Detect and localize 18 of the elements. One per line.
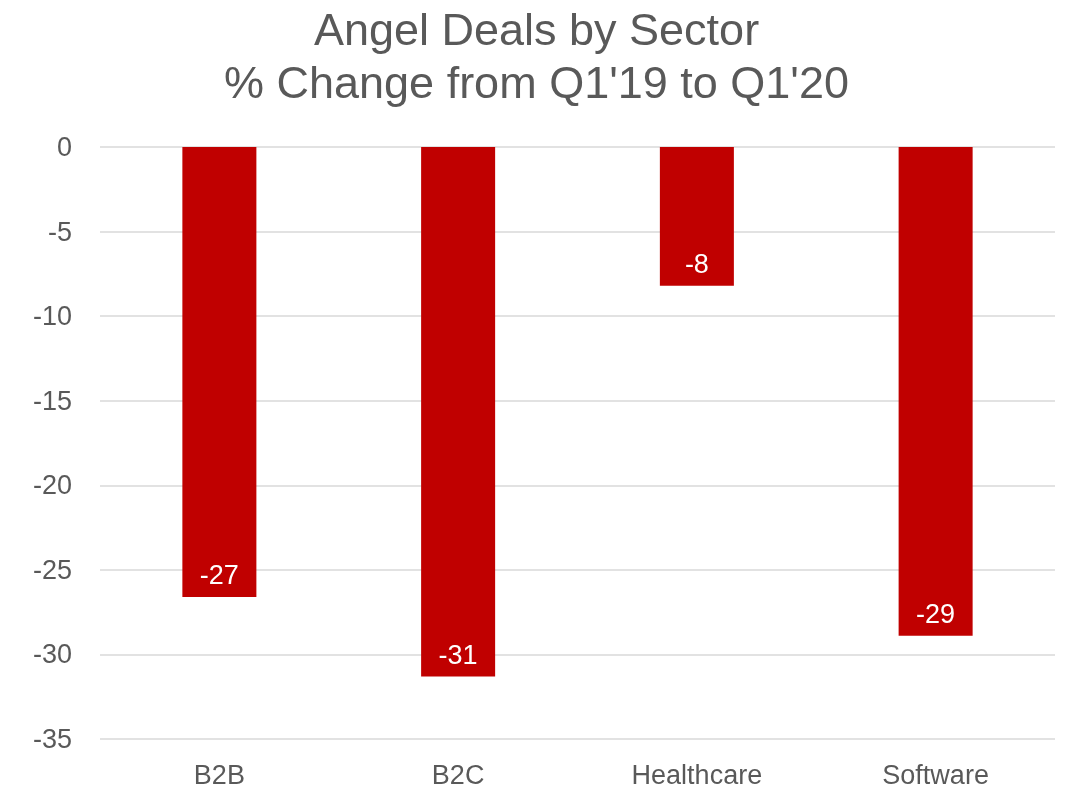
y-tick-label: -15 (32, 385, 72, 416)
data-label: -31 (438, 639, 478, 670)
x-tick-label: Software (882, 759, 989, 790)
y-tick-label: 0 (56, 132, 72, 162)
y-tick-label: -5 (47, 216, 72, 247)
y-tick-label: -10 (32, 301, 72, 332)
x-tick-label: Healthcare (631, 759, 763, 790)
chart-subtitle: % Change from Q1'19 to Q1'20 (223, 57, 850, 108)
y-tick-label: -20 (32, 470, 72, 501)
x-tick-label: B2B (193, 759, 245, 790)
data-label: -27 (199, 560, 239, 591)
data-label: -8 (684, 249, 709, 280)
y-tick-label: -35 (32, 724, 72, 754)
y-tick-label: -25 (32, 554, 72, 585)
data-label: -29 (916, 599, 956, 630)
chart-title: Angel Deals by Sector (313, 4, 760, 55)
x-tick-label: B2C (431, 759, 485, 790)
y-tick-label: -30 (32, 639, 72, 670)
